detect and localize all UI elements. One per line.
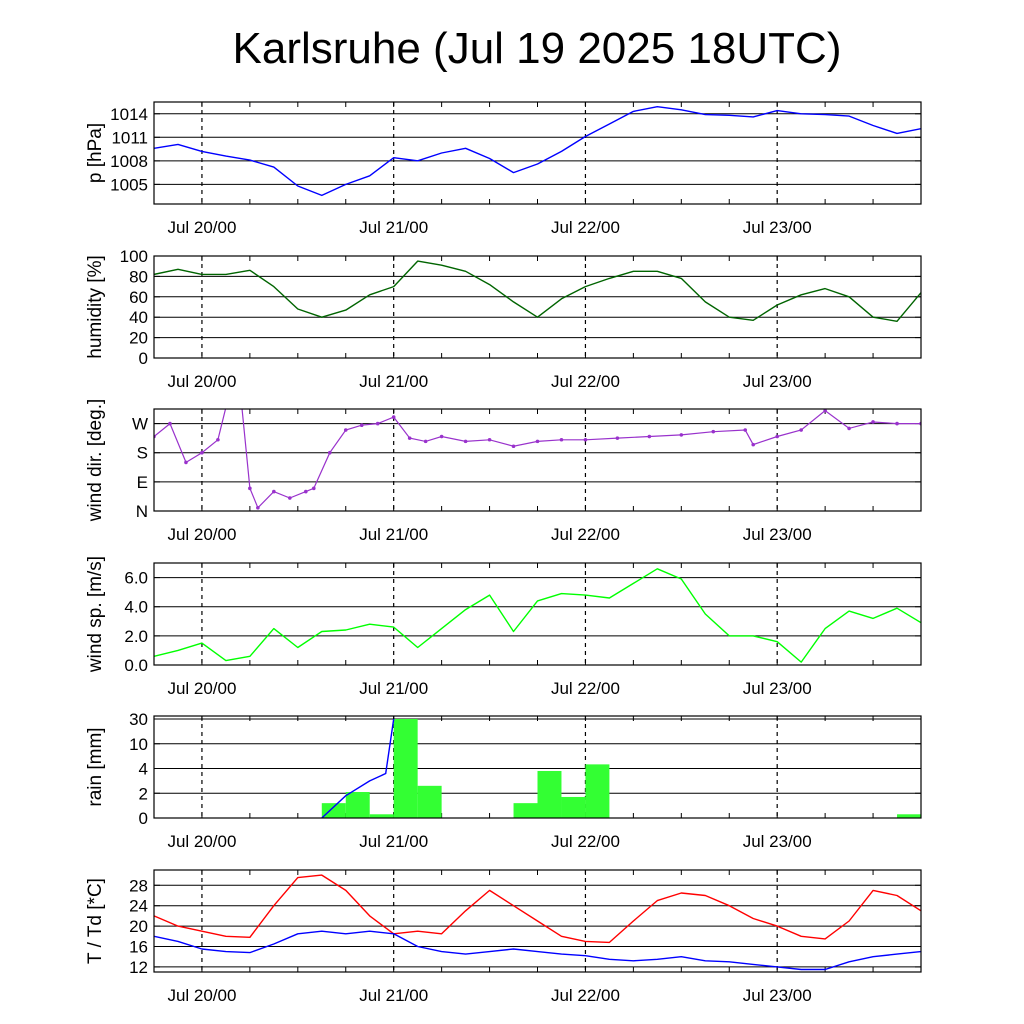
y-axis-label: humidity [%] [85,255,106,358]
y-tick-label: 1011 [111,128,148,147]
data-area [154,409,921,510]
y-tick-label: 24 [129,897,148,916]
panel-wind_speed: 0.0 2.0 4.0 6.0 Jul 20/00 Jul 21/00 Jul 22/00 J… [85,556,922,698]
x-tick-label: Jul 21/00 [359,218,428,237]
x-tick-label: Jul 22/00 [551,986,620,1005]
x-tick-label: Jul 22/00 [551,525,620,544]
y-tick-label: 1005 [110,175,148,194]
x-tick-label: Jul 21/00 [359,679,428,698]
y-tick-label: 20 [129,917,148,936]
rain-bar [513,803,538,818]
x-tick-label: Jul 21/00 [359,832,428,851]
y-axis-label: wind sp. [m/s] [85,556,106,673]
x-tick-label: Jul 23/00 [743,218,812,237]
x-tick-label: Jul 23/00 [743,986,812,1005]
rain-bar [369,814,394,818]
y-tick-label: 6.0 [124,569,148,588]
x-tick-label: Jul 23/00 [743,372,812,391]
panel-rain: 0 2 4 10 30 Jul 20/00 Jul 21/00 Jul 22/00 Jul 23… [85,710,922,851]
rain-bar [537,770,562,818]
data-area [154,874,921,971]
y-tick-label: 12 [129,958,148,977]
y-axis-label: wind dir. [deg.] [85,399,106,523]
y-tick-label: 28 [129,876,148,895]
x-tick-label: Jul 20/00 [167,372,236,391]
series-line [154,105,921,197]
data-area [321,718,921,818]
y-tick-label: 10 [129,735,148,754]
plot-frame [153,408,922,512]
rain-bar [393,719,418,818]
plot-frame [153,715,922,819]
y-tick-label: 30 [129,710,148,729]
y-tick-label: 100 [120,247,148,266]
y-tick-label: 0 [139,809,148,828]
x-tick-label: Jul 20/00 [167,679,236,698]
y-axis-label: T / Td [*C] [85,878,106,964]
y-axis-label: p [hPa] [85,123,106,183]
y-tick-label: 4.0 [124,598,148,617]
rain-bar [321,803,346,818]
rain-bar [417,785,442,818]
y-tick-label: N [136,502,148,521]
plot-frame [153,869,922,973]
x-tick-label: Jul 20/00 [167,218,236,237]
x-tick-label: Jul 23/00 [743,832,812,851]
y-tick-label: 2 [139,784,148,803]
y-tick-label: 4 [139,760,148,779]
series-line [154,568,921,663]
series-line [154,930,921,971]
series-line [154,260,921,322]
rain-bar [561,796,586,818]
y-tick-label: 1014 [110,105,148,124]
data-area [154,568,921,663]
rain-bar [345,792,370,818]
y-tick-label: W [132,415,148,434]
x-tick-label: Jul 20/00 [167,525,236,544]
rain-bar [897,814,921,818]
panel-pressure: 1005 1008 1011 1014 Jul 20/00 Jul 21/00 Jul 22… [85,101,922,237]
plot-frame [153,562,922,666]
plot-frame [153,101,922,205]
y-tick-label: 40 [129,308,148,327]
y-tick-label: 2.0 [124,627,148,646]
x-tick-label: Jul 22/00 [551,218,620,237]
x-tick-label: Jul 20/00 [167,832,236,851]
y-tick-label: 80 [129,267,148,286]
data-area [154,260,921,322]
x-tick-label: Jul 21/00 [359,525,428,544]
chart-title: Karlsruhe (Jul 19 2025 18UTC) [232,24,842,73]
y-tick-label: 1008 [110,152,148,171]
y-tick-label: 0.0 [124,656,148,675]
y-tick-label: 20 [129,329,148,348]
x-tick-label: Jul 23/00 [743,679,812,698]
series-line [321,718,395,818]
x-tick-label: Jul 22/00 [551,679,620,698]
x-tick-label: Jul 23/00 [743,525,812,544]
data-area [154,105,921,197]
rain-bar [585,764,610,818]
x-tick-label: Jul 22/00 [551,372,620,391]
series-line [154,874,921,944]
y-tick-label: 16 [129,938,148,957]
series-line [154,409,921,509]
x-tick-label: Jul 21/00 [359,372,428,391]
x-tick-label: Jul 20/00 [167,986,236,1005]
x-tick-label: Jul 21/00 [359,986,428,1005]
y-axis-label: rain [mm] [85,727,106,806]
y-tick-label: E [137,473,148,492]
plot-frame [153,255,922,359]
y-tick-label: S [137,444,148,463]
y-tick-label: 60 [129,288,148,307]
x-tick-label: Jul 22/00 [551,832,620,851]
y-tick-label: 0 [139,349,148,368]
